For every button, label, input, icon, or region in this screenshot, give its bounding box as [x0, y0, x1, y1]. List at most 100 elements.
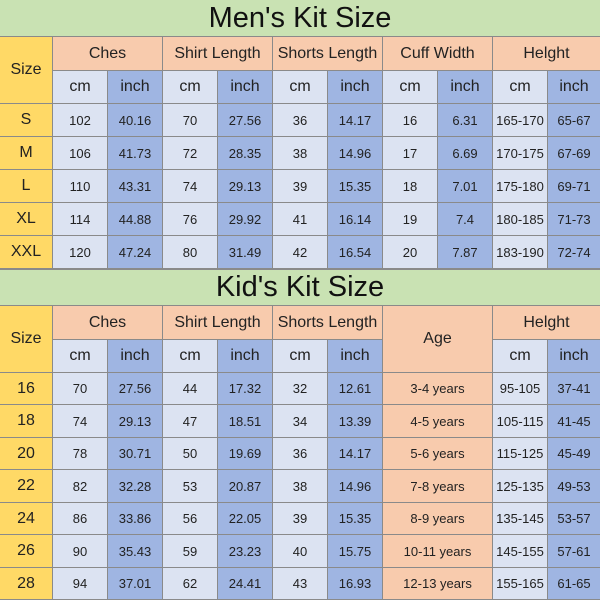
table-cell: 8-9 years — [383, 503, 492, 534]
size-header: Size — [0, 37, 52, 103]
table-cell: 32 — [273, 373, 327, 404]
unit-header: cm — [273, 71, 327, 103]
unit-header: cm — [163, 340, 217, 372]
size-label: 22 — [0, 470, 52, 502]
table-cell: 3-4 years — [383, 373, 492, 404]
section-title: Men's Kit Size — [0, 0, 600, 36]
table-cell: 27.56 — [108, 373, 162, 404]
unit-header: cm — [493, 340, 547, 372]
table-cell: 37.01 — [108, 568, 162, 599]
table-cell: 74 — [163, 170, 217, 202]
size-label: 28 — [0, 568, 52, 599]
table-cell: 34 — [273, 405, 327, 437]
unit-header: cm — [163, 71, 217, 103]
table-cell: 5-6 years — [383, 438, 492, 469]
group-header: Helght — [493, 37, 600, 70]
size-label: 18 — [0, 405, 52, 437]
unit-header: inch — [328, 71, 382, 103]
unit-header: inch — [108, 71, 162, 103]
table-cell: 4-5 years — [383, 405, 492, 437]
unit-header: inch — [328, 340, 382, 372]
table-cell: 106 — [53, 137, 107, 169]
table-cell: 65-67 — [548, 104, 600, 136]
size-label: 20 — [0, 438, 52, 469]
table-cell: 72-74 — [548, 236, 600, 268]
table-cell: 80 — [163, 236, 217, 268]
table-cell: 41 — [273, 203, 327, 235]
table-cell: 35.43 — [108, 535, 162, 567]
table-cell: 6.69 — [438, 137, 492, 169]
group-header: Shorts Length — [273, 306, 382, 339]
table-cell: 47 — [163, 405, 217, 437]
table-cell: 13.39 — [328, 405, 382, 437]
table-cell: 38 — [273, 137, 327, 169]
table-cell: 57-61 — [548, 535, 600, 567]
table-cell: 39 — [273, 170, 327, 202]
table-cell: 59 — [163, 535, 217, 567]
unit-header: inch — [548, 340, 600, 372]
table-cell: 120 — [53, 236, 107, 268]
table-cell: 27.56 — [218, 104, 272, 136]
table-cell: 114 — [53, 203, 107, 235]
table-cell: 12.61 — [328, 373, 382, 404]
table-cell: 40 — [273, 535, 327, 567]
table-cell: 14.96 — [328, 137, 382, 169]
table-cell: 82 — [53, 470, 107, 502]
table-cell: 6.31 — [438, 104, 492, 136]
unit-header: inch — [438, 71, 492, 103]
table-cell: 41.73 — [108, 137, 162, 169]
table-cell: 36 — [273, 438, 327, 469]
group-header: Shirt Length — [163, 37, 272, 70]
table-cell: 20.87 — [218, 470, 272, 502]
table-cell: 61-65 — [548, 568, 600, 599]
table-cell: 102 — [53, 104, 107, 136]
table-cell: 7.4 — [438, 203, 492, 235]
table-cell: 16.93 — [328, 568, 382, 599]
group-header: Ches — [53, 306, 162, 339]
table-cell: 37-41 — [548, 373, 600, 404]
table-cell: 170-175 — [493, 137, 547, 169]
table-cell: 7.87 — [438, 236, 492, 268]
table-cell: 115-125 — [493, 438, 547, 469]
table-cell: 7.01 — [438, 170, 492, 202]
table-cell: 71-73 — [548, 203, 600, 235]
size-label: S — [0, 104, 52, 136]
table-cell: 53 — [163, 470, 217, 502]
table-cell: 78 — [53, 438, 107, 469]
table-cell: 43 — [273, 568, 327, 599]
table-cell: 15.75 — [328, 535, 382, 567]
table-cell: 90 — [53, 535, 107, 567]
size-label: XL — [0, 203, 52, 235]
size-label: L — [0, 170, 52, 202]
unit-header: cm — [273, 340, 327, 372]
table-cell: 19 — [383, 203, 437, 235]
table-cell: 41-45 — [548, 405, 600, 437]
table-cell: 14.17 — [328, 438, 382, 469]
size-label: M — [0, 137, 52, 169]
section-title: Kid's Kit Size — [0, 270, 600, 305]
table-cell: 180-185 — [493, 203, 547, 235]
table-cell: 155-165 — [493, 568, 547, 599]
table-cell: 74 — [53, 405, 107, 437]
table-cell: 125-135 — [493, 470, 547, 502]
table-cell: 12-13 years — [383, 568, 492, 599]
unit-header: cm — [53, 340, 107, 372]
table-cell: 105-115 — [493, 405, 547, 437]
table-cell: 17 — [383, 137, 437, 169]
table-cell: 31.49 — [218, 236, 272, 268]
table-cell: 94 — [53, 568, 107, 599]
unit-header: inch — [108, 340, 162, 372]
table-cell: 44.88 — [108, 203, 162, 235]
table-cell: 10-11 years — [383, 535, 492, 567]
table-cell: 145-155 — [493, 535, 547, 567]
table-cell: 29.92 — [218, 203, 272, 235]
table-cell: 23.23 — [218, 535, 272, 567]
table-cell: 39 — [273, 503, 327, 534]
size-label: 26 — [0, 535, 52, 567]
table-cell: 19.69 — [218, 438, 272, 469]
table-cell: 72 — [163, 137, 217, 169]
table-cell: 70 — [53, 373, 107, 404]
table-cell: 49-53 — [548, 470, 600, 502]
group-header: Cuff Width — [383, 37, 492, 70]
